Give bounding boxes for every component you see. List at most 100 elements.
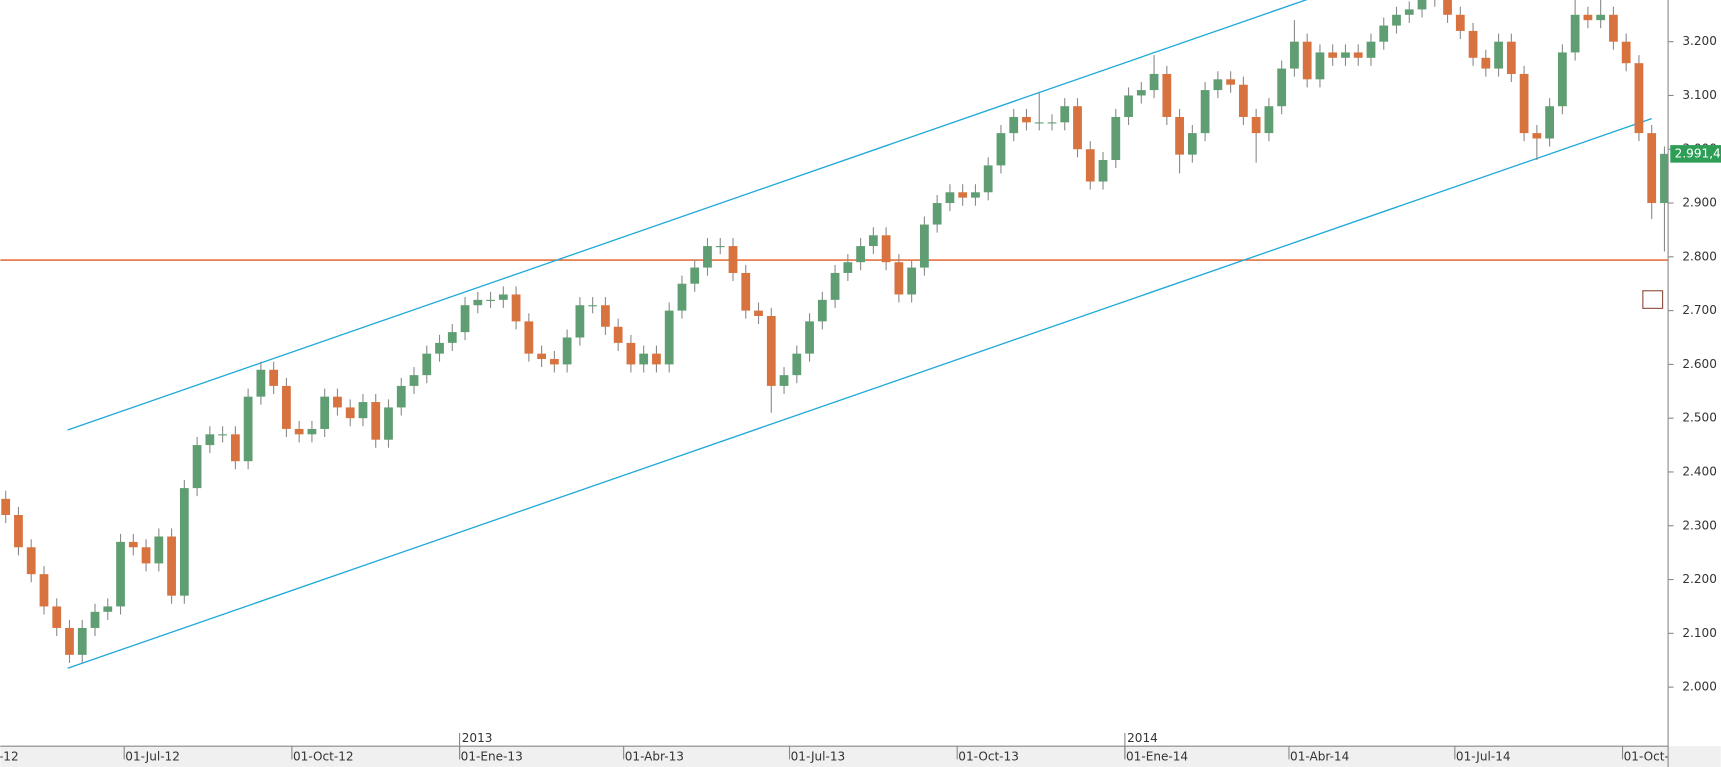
candle-body	[1238, 84, 1248, 117]
candle-body	[103, 606, 113, 612]
x-tick-label: 01-Jul-13	[791, 750, 846, 764]
candle-body	[588, 305, 598, 307]
candle-body	[1187, 133, 1197, 155]
candle-body	[1494, 41, 1503, 69]
candle-body	[817, 299, 827, 322]
candle-body	[1634, 63, 1644, 134]
candle-body	[971, 192, 980, 198]
candle-body	[1468, 30, 1478, 58]
candle-body	[1583, 14, 1593, 21]
candle-body	[1047, 122, 1057, 124]
x-tick-label: 01-Jul-12	[125, 750, 180, 764]
candle-body	[945, 192, 955, 204]
candle-body	[805, 321, 814, 354]
candle-body	[511, 294, 521, 322]
x-axis: 01-Abr-12 01-Jul-12 01-Oct-12 01-Ene-13 01-A…	[0, 746, 1685, 764]
candle-body	[1545, 106, 1555, 139]
candle-body	[205, 434, 215, 446]
candle-body	[766, 315, 776, 386]
candle-body	[52, 606, 62, 628]
candle-body	[1366, 41, 1376, 58]
candle-body	[741, 272, 751, 311]
candle-body	[1481, 57, 1491, 69]
candle-body	[179, 488, 189, 596]
candle-body	[537, 353, 546, 360]
candle-body	[843, 262, 853, 273]
candle-body	[1609, 14, 1618, 42]
y-axis: 2.000 2.100 2.200 2.300 2.400 2.500 2.600 2.700…	[1668, 34, 1717, 694]
candle-body	[1, 498, 11, 515]
plot-area	[0, 0, 1669, 669]
candle-body	[1532, 133, 1542, 139]
candle-body	[333, 396, 342, 408]
candle-body	[1596, 14, 1606, 21]
candle-body	[154, 536, 164, 564]
candle-body	[703, 246, 712, 268]
candle-body	[1660, 153, 1669, 204]
candle-body	[269, 369, 279, 386]
candle-body	[664, 310, 674, 365]
candle-body	[1519, 73, 1529, 134]
y-tick-label: 2.600	[1682, 357, 1717, 371]
y-tick-label: 2.900	[1682, 196, 1717, 210]
candle-body	[486, 299, 495, 301]
candle-body	[1315, 52, 1325, 80]
candle-body	[1085, 149, 1095, 182]
x-tick-label: 01-Oct-12	[293, 750, 354, 764]
marker-box	[1642, 290, 1664, 309]
candle-body	[728, 246, 738, 273]
candle-body	[613, 326, 623, 343]
candle-body	[1098, 160, 1108, 182]
candle-body	[294, 428, 304, 435]
candle-body	[1111, 116, 1121, 161]
candle-body	[677, 283, 687, 311]
candle-body	[1557, 52, 1567, 107]
candle-body	[358, 402, 368, 419]
x-axis-band	[0, 746, 1721, 767]
x-tick-label: 01-Oct-13	[958, 750, 1019, 764]
candle-body	[1149, 73, 1159, 91]
candle-body	[1621, 41, 1631, 64]
candle-body	[282, 385, 291, 429]
candle-body	[384, 407, 393, 440]
x-tick-label: 01-Jul-14	[1456, 750, 1511, 764]
trend-line	[67, 0, 1308, 431]
candle-body	[243, 396, 253, 462]
candle-body	[639, 353, 649, 365]
candle-body	[77, 627, 87, 655]
candle-body	[498, 294, 508, 300]
candle-body	[1328, 52, 1338, 58]
candle-body	[422, 353, 432, 376]
candle-body	[460, 305, 470, 333]
candle-body	[1455, 14, 1465, 31]
candle-body	[1213, 79, 1223, 91]
y-tick-label: 2.100	[1682, 626, 1717, 640]
candle-body	[1392, 14, 1401, 26]
candle-body	[715, 246, 725, 248]
candle-body	[1379, 25, 1389, 42]
year-label: 2013	[462, 731, 493, 745]
candle-body	[371, 402, 381, 440]
candle-body	[167, 536, 176, 596]
candle-body	[1124, 95, 1133, 117]
candle-body	[1341, 52, 1350, 58]
candle-body	[690, 267, 700, 284]
last-price-tag	[1670, 145, 1721, 163]
candle-body	[1226, 79, 1236, 85]
x-tick-label: 01-Oct-14	[1624, 750, 1685, 764]
candle-body	[14, 514, 23, 548]
candle-body	[1009, 116, 1019, 134]
candle-body	[90, 611, 100, 628]
candle-body	[65, 627, 74, 655]
candle-body	[626, 342, 636, 365]
candle-body	[1251, 116, 1261, 134]
candle-body	[1404, 9, 1414, 15]
candle-body	[652, 353, 661, 365]
candle-body	[983, 165, 993, 193]
candle-body	[345, 407, 355, 419]
y-tick-label: 2.700	[1682, 303, 1717, 317]
candle-body	[1136, 90, 1146, 96]
candle-body	[218, 434, 228, 436]
candle-body	[1506, 41, 1516, 74]
y-tick-label: 2.200	[1682, 572, 1717, 586]
